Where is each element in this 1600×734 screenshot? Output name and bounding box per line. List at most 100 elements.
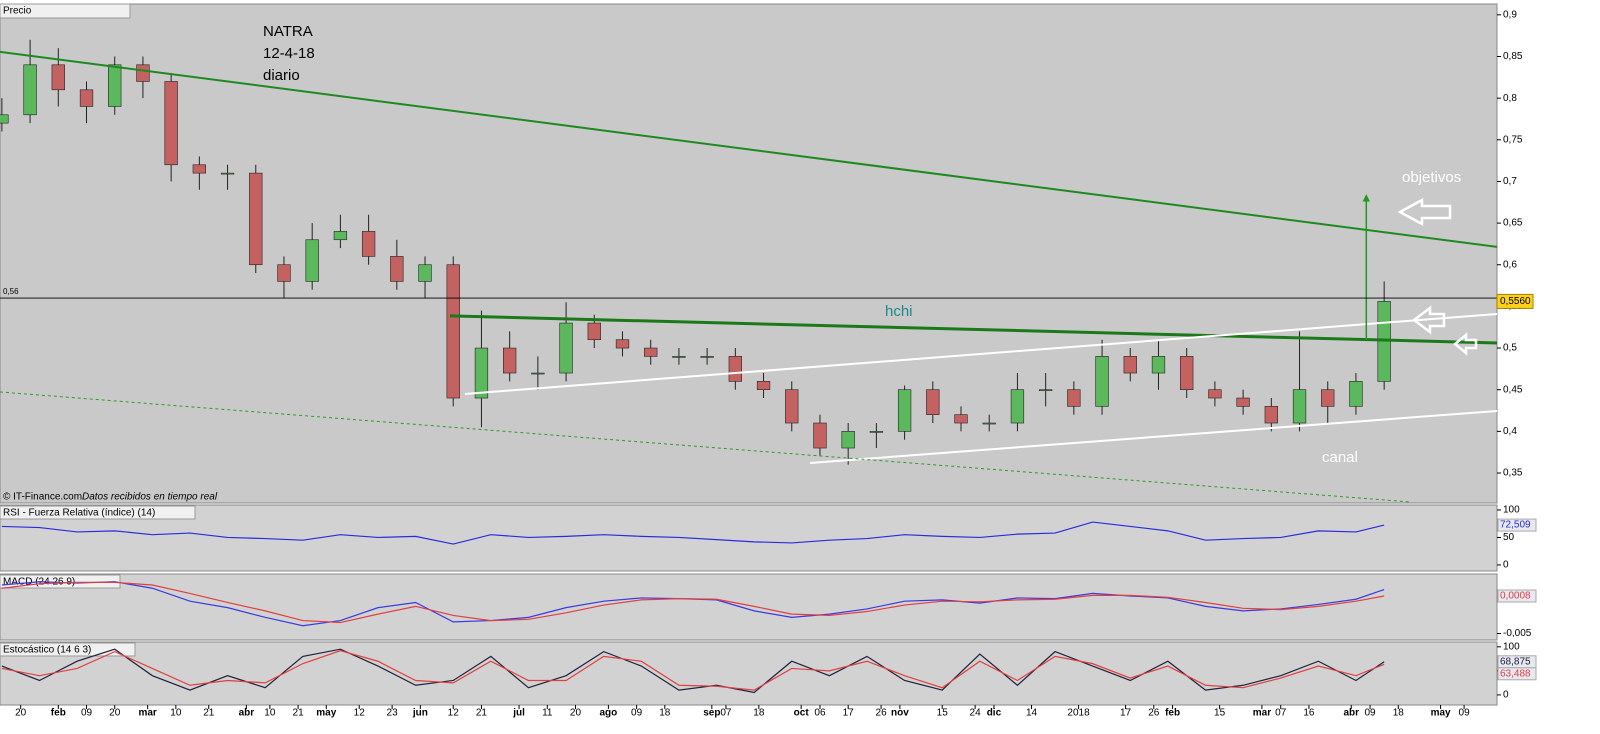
last-value-box xyxy=(1497,518,1537,532)
source-note: Datos recibidos en tiempo real xyxy=(82,492,218,503)
candle-body xyxy=(305,239,319,282)
source: © IT-Finance.com xyxy=(3,492,82,503)
x-tick-label: 16 xyxy=(1303,708,1315,719)
candle-body xyxy=(982,422,996,425)
last-value-label: 68,875 xyxy=(1500,656,1531,667)
candle-body xyxy=(23,64,37,116)
current-value-box xyxy=(1496,293,1534,309)
candle-body xyxy=(136,64,150,82)
x-tick-label: 09 xyxy=(81,708,93,719)
x-tick-label: 07 xyxy=(720,708,732,719)
panel-label: RSI - Fuerza Relativa (índice) (14) xyxy=(3,508,155,519)
y-tick-label: 0,45 xyxy=(1503,384,1523,395)
x-tick-label: 20 xyxy=(15,708,27,719)
x-tick-label: abr xyxy=(239,708,255,719)
candle-body xyxy=(869,431,884,433)
x-tick-label: 26 xyxy=(1148,708,1160,719)
candle-body xyxy=(1292,389,1307,424)
y-tick-label: 0,6 xyxy=(1503,259,1517,270)
candle-body xyxy=(531,372,545,375)
x-tick-label: 07 xyxy=(1275,708,1287,719)
annotation: objetivos xyxy=(1402,169,1461,186)
candle-body xyxy=(926,389,940,415)
current-value-label: 0,5560 xyxy=(1500,296,1531,307)
x-tick-label: 21 xyxy=(203,708,215,719)
arrow-icon xyxy=(1397,197,1452,227)
y-tick-label: 0,7 xyxy=(1503,176,1517,187)
x-tick-label: feb xyxy=(51,708,66,719)
indicator-line xyxy=(1,521,1385,545)
y-tick-label: 100 xyxy=(1503,641,1520,652)
panel-header[interactable] xyxy=(0,3,131,19)
x-tick-label: 06 xyxy=(814,708,826,719)
x-tick-label: 09 xyxy=(631,708,643,719)
candle-body xyxy=(0,114,9,124)
candle-body xyxy=(756,381,771,391)
candle-body xyxy=(785,389,799,424)
last-value-label: 0,0008 xyxy=(1500,591,1531,602)
indicator-line xyxy=(1,581,1385,624)
candle-body xyxy=(1095,356,1109,407)
x-tick-label: 20 xyxy=(109,708,121,719)
x-tick-label: 12 xyxy=(448,708,460,719)
x-tick-label: 23 xyxy=(387,708,399,719)
candle-body xyxy=(644,347,658,357)
x-tick-label: may xyxy=(1431,708,1451,719)
x-tick-label: 12 xyxy=(354,708,366,719)
y-tick-label: 0 xyxy=(1503,690,1509,701)
candle-body xyxy=(954,414,968,424)
candle-body xyxy=(897,389,912,432)
candle-body xyxy=(672,356,686,358)
x-tick-label: 11 xyxy=(542,708,553,719)
x-tick-label: 17 xyxy=(843,708,855,719)
panel-label: Precio xyxy=(3,6,32,17)
x-tick-label: dic xyxy=(987,708,1002,719)
last-value-box xyxy=(1497,667,1537,681)
x-tick-label: 09 xyxy=(1459,708,1471,719)
x-tick-label: 14 xyxy=(1026,708,1038,719)
x-tick-label: 18 xyxy=(753,708,765,719)
candle-body xyxy=(1067,389,1081,407)
candle-body xyxy=(1349,381,1363,407)
candle-body xyxy=(164,81,178,166)
candle-body xyxy=(1264,406,1278,424)
arrow-icon xyxy=(1411,305,1446,335)
stoch-panel xyxy=(0,641,1498,706)
x-tick-label: mar xyxy=(1253,708,1271,719)
candle-body xyxy=(503,347,517,374)
x-tick-label: jul xyxy=(512,708,525,719)
panel-header[interactable] xyxy=(0,505,196,520)
x-tick-label: 10 xyxy=(264,708,276,719)
candle-body xyxy=(700,356,714,358)
x-tick-label: mar xyxy=(138,708,156,719)
candle-body xyxy=(474,347,489,399)
y-tick-label: -0,005 xyxy=(1503,628,1532,639)
y-tick-label: 0,35 xyxy=(1503,468,1523,479)
candle-body xyxy=(587,322,601,341)
y-tick-label: 0,5 xyxy=(1503,343,1517,354)
candle-body xyxy=(1180,356,1194,391)
trendline xyxy=(0,391,1411,503)
y-tick-label: 0,65 xyxy=(1503,218,1523,229)
y-tick-label: 0,75 xyxy=(1503,134,1523,145)
candle-body xyxy=(1010,389,1025,424)
trendline xyxy=(0,50,1497,248)
y-tick-label: 0 xyxy=(1503,560,1509,571)
candle-body xyxy=(108,64,122,107)
x-tick-label: 21 xyxy=(293,708,305,719)
candle-body xyxy=(559,322,573,374)
panel-label: Estocástico (14 6 3) xyxy=(3,645,91,656)
candle-body xyxy=(333,231,348,241)
candle-body xyxy=(728,356,742,382)
x-tick-label: 18 xyxy=(659,708,671,719)
x-tick-label: 20 xyxy=(570,708,582,719)
x-tick-label: feb xyxy=(1165,708,1180,719)
y-tick-label: 0,4 xyxy=(1503,426,1517,437)
reference-label: 0,56 xyxy=(3,287,19,296)
x-tick-label: 15 xyxy=(1214,708,1226,719)
panel-header[interactable] xyxy=(0,642,136,657)
x-tick-label: abr xyxy=(1343,708,1359,719)
x-tick-label: 21 xyxy=(476,708,488,719)
